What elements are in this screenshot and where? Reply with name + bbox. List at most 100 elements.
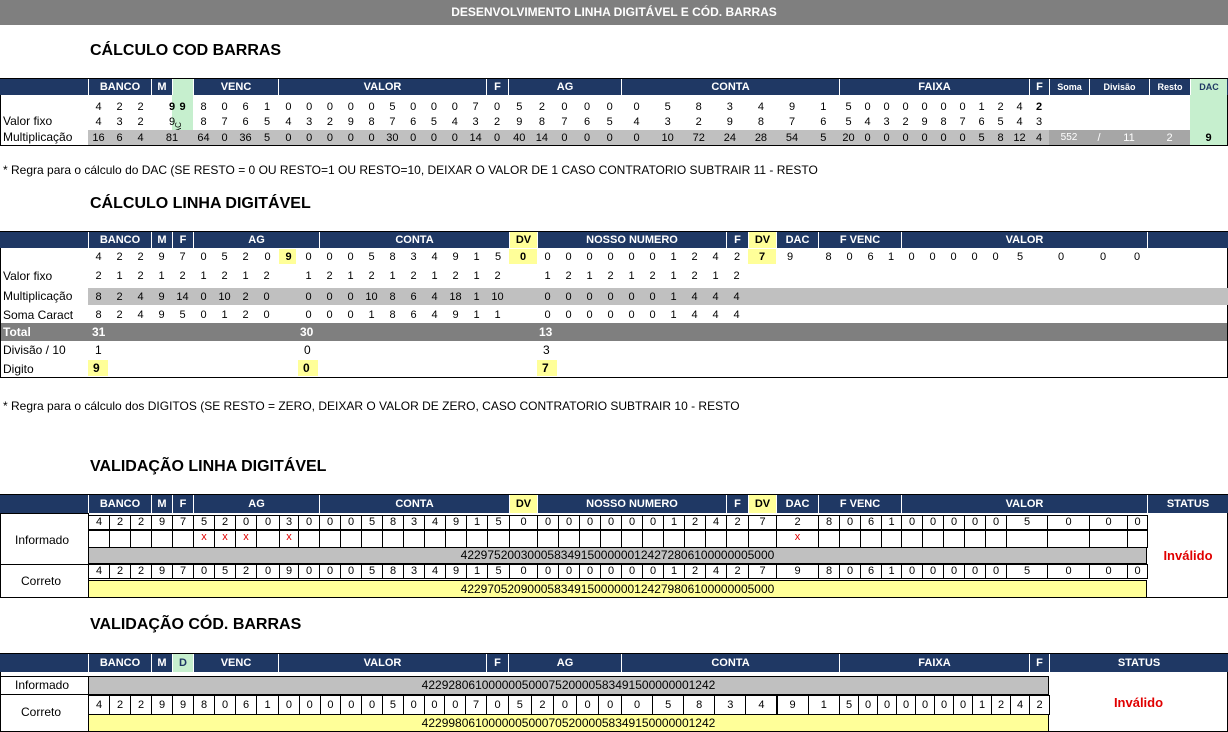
cor-digit: 0	[964, 564, 986, 579]
ld-fixo: 2	[494, 270, 501, 282]
ld-fixo: 1	[544, 270, 551, 282]
dv1-highlight	[279, 249, 296, 264]
barras-cor-digit: 0	[915, 695, 935, 715]
inf-digit: 2	[776, 515, 819, 530]
ld-digit: 0	[200, 251, 207, 263]
ld-digit: 0	[326, 251, 333, 263]
hdr-blank	[1147, 232, 1228, 248]
cb-mult: 0	[606, 132, 613, 144]
cor-digit: 0	[985, 564, 1007, 579]
page-banner: DESENVOLVIMENTO LINHA DIGITÁVEL E CÓD. B…	[0, 0, 1228, 25]
divisao-value: 11	[1123, 132, 1135, 144]
inf-digit: 0	[1127, 515, 1148, 530]
cb-digit: 3	[726, 101, 733, 113]
cb-digit: 0	[864, 101, 871, 113]
ld-soma: 0	[305, 309, 312, 321]
cb-digit: 0	[940, 101, 947, 113]
inf-mark-cell	[839, 530, 861, 548]
cb-mult: 12	[1013, 132, 1026, 144]
cb-mult: 81	[165, 132, 179, 144]
dv3-highlight	[748, 249, 776, 264]
barras-cor-digit: 0	[896, 695, 916, 715]
summary-band	[1049, 130, 1190, 145]
cb-fixo: 3	[472, 116, 479, 128]
ld-digit: 0	[1133, 251, 1141, 263]
cb-digit: 9	[168, 101, 176, 113]
inf-digit: 0	[1089, 515, 1128, 530]
ld-soma: 4	[733, 309, 740, 321]
ld-digit: 4	[431, 251, 438, 263]
cb-fixo: 6	[584, 116, 591, 128]
inf-digit: 4	[88, 515, 110, 530]
hdr-ag: AG	[508, 79, 621, 95]
cb-fixo: 9	[726, 116, 733, 128]
hdr-f2: F	[1029, 79, 1049, 95]
inf-mark-cell	[403, 530, 425, 548]
cb-fixo: 2	[695, 116, 702, 128]
ld-soma: 1	[368, 309, 375, 321]
hdr-ag: AG	[193, 495, 319, 513]
ld-soma: 8	[389, 309, 396, 321]
cb-digit: 0	[902, 101, 909, 113]
inf-digit: 0	[235, 515, 257, 530]
cor-digit: 1	[881, 564, 902, 579]
section-title-linha-digitavel: CÁLCULO LINHA DIGITÁVEL	[90, 195, 311, 212]
ld-digit: 2	[137, 251, 144, 263]
inf-digit: 3	[403, 515, 425, 530]
cb-digit: 6	[242, 101, 249, 113]
cor-digit: 4	[88, 564, 110, 579]
cb-digit: 0	[883, 101, 890, 113]
cor-digit: 1	[663, 564, 685, 579]
cb-fixo: 6	[820, 116, 827, 128]
barras-cor-digit: 0	[278, 695, 300, 715]
inf-mark-cell	[256, 530, 280, 548]
cb-mult: 54	[785, 132, 799, 144]
ld-fixo: 2	[733, 270, 740, 282]
cor-digit: 7	[748, 564, 777, 579]
barras-correto-line: 4229980610000005000705200005834915000000…	[88, 714, 1049, 732]
cb-mult: 0	[410, 132, 417, 144]
barras-cor-digit: 5	[652, 695, 685, 715]
ld-digit: 0	[992, 251, 999, 263]
cb-digit: 5	[389, 101, 396, 113]
barras-cor-digit: 0	[621, 695, 654, 715]
cor-digit: 5	[361, 564, 383, 579]
barras-cor-digit: 0	[402, 695, 425, 715]
ld-digit: 0	[929, 251, 936, 263]
cb-mult: 6	[116, 132, 123, 144]
cb-digit: 8	[200, 101, 207, 113]
ld-digit: 0	[908, 251, 915, 263]
inf-digit: 0	[256, 515, 280, 530]
divisao-1: 1	[95, 343, 102, 357]
cb-fixo: 5	[430, 116, 438, 128]
ld-fixo: 1	[242, 270, 249, 282]
cb-digit: 5	[845, 101, 852, 113]
cb-mult: 0	[633, 132, 640, 144]
inf-digit: 4	[424, 515, 446, 530]
ld-mult: 0	[305, 291, 312, 303]
inf-digit: 7	[748, 515, 777, 530]
inf-digit: 0	[621, 515, 643, 530]
inf-mark-cell	[298, 530, 320, 548]
ld-soma: 9	[452, 309, 459, 321]
barras-cor-digit: 9	[151, 695, 173, 715]
ld-fixo: 2	[221, 270, 228, 282]
cb-mult: 0	[561, 132, 568, 144]
ld-soma: 4	[137, 309, 144, 321]
cb-fixo: 8	[940, 116, 947, 128]
barras-cor-digit: 0	[553, 695, 577, 715]
cb-mult: 4	[1035, 132, 1043, 144]
label-informado: Informado	[15, 533, 70, 547]
correto-full-line: 4229705209000583491500000012427980610000…	[88, 580, 1147, 598]
cb-digit: 2	[1035, 101, 1043, 113]
ld-digit: 0	[607, 251, 614, 263]
inf-digit: 2	[214, 515, 236, 530]
hdr-f: F	[172, 495, 193, 513]
cb-mult: 40	[513, 132, 526, 144]
ld-digit: 5	[1016, 251, 1024, 263]
status-linha-invalid: Inválido	[1163, 548, 1213, 563]
cor-digit: 2	[130, 564, 152, 579]
ld-mult: 0	[565, 291, 572, 303]
ld-digit: 5	[494, 251, 502, 263]
cb-fixo: 4	[1016, 116, 1023, 128]
